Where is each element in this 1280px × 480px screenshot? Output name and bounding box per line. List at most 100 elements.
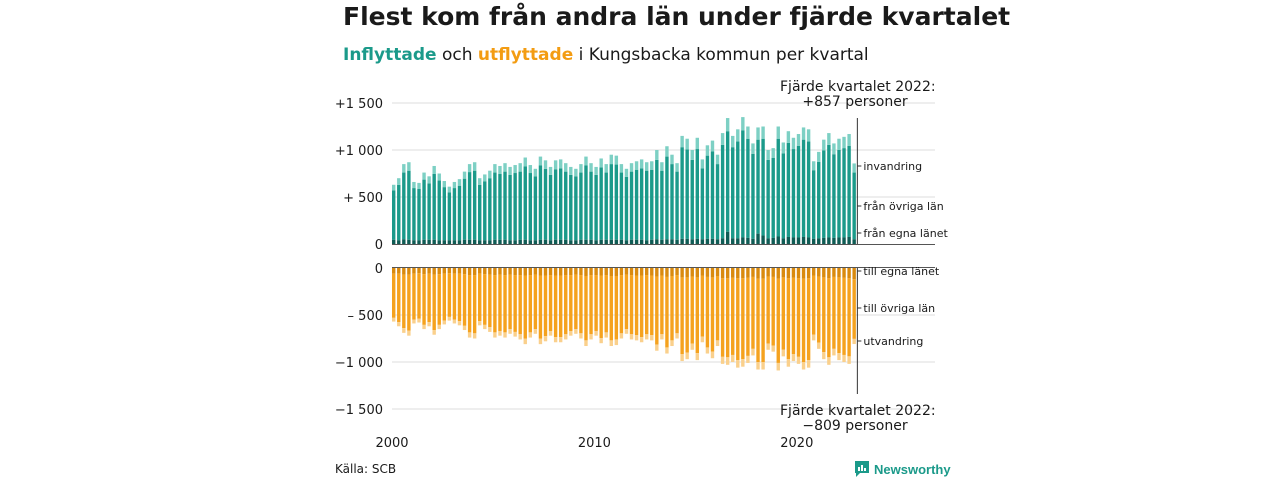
bar-inflow-own-county	[392, 239, 396, 244]
bar-outflow-other-county	[513, 275, 517, 332]
bar-inflow-immigration	[402, 164, 406, 173]
bar-outflow-emigration	[543, 336, 548, 342]
bar-inflow-own-county	[558, 239, 563, 244]
bar-outflow-own-county	[655, 268, 659, 277]
bar-inflow-own-county	[645, 240, 649, 244]
bar-outflow-emigration	[720, 356, 725, 364]
bar-outflow-emigration	[786, 359, 791, 367]
bar-inflow-own-county	[847, 236, 851, 244]
bar-outflow-emigration	[842, 354, 846, 362]
bar-outflow-other-county	[746, 277, 750, 356]
bar-inflow-own-county	[488, 240, 492, 244]
bar-inflow-own-county	[811, 238, 816, 244]
bar-outflow-other-county	[832, 276, 836, 349]
bar-inflow-immigration	[766, 150, 770, 160]
annotation-top-line1: Fjärde kvartalet 2022:	[780, 79, 936, 95]
bar-outflow-own-county	[700, 268, 705, 276]
bar-inflow-immigration	[543, 160, 548, 169]
bar-outflow-emigration	[822, 352, 826, 360]
bar-inflow-other-county	[569, 174, 573, 241]
bar-inflow-own-county	[710, 238, 715, 244]
bar-outflow-other-county	[407, 274, 411, 331]
bar-inflow-own-county	[483, 240, 487, 244]
bar-outflow-emigration	[670, 340, 674, 347]
bar-outflow-emigration	[498, 330, 502, 336]
bar-inflow-other-county	[781, 153, 786, 239]
bar-inflow-own-county	[629, 239, 634, 244]
bar-outflow-emigration	[665, 347, 669, 354]
bar-inflow-own-county	[801, 236, 806, 244]
bar-outflow-other-county	[670, 275, 674, 341]
bar-inflow-other-county	[660, 170, 664, 240]
bar-inflow-immigration	[523, 157, 527, 167]
bar-inflow-immigration	[589, 163, 593, 172]
bar-outflow-emigration	[402, 328, 406, 333]
bar-inflow-own-county	[852, 239, 856, 244]
bar-outflow-other-county	[731, 277, 735, 355]
bar-outflow-emigration	[634, 335, 639, 341]
bar-outflow-own-county	[604, 268, 608, 276]
bar-inflow-own-county	[538, 239, 543, 244]
y-tick-label: −1 500	[335, 403, 383, 418]
bar-outflow-own-county	[801, 268, 806, 279]
subtitle-rest: i Kungsbacka kommun per kvartal	[573, 45, 869, 65]
bar-outflow-own-county	[483, 268, 487, 275]
bar-inflow-immigration	[801, 127, 806, 140]
bar-outflow-emigration	[736, 360, 740, 368]
bar-inflow-other-county	[645, 170, 649, 241]
bar-outflow-emigration	[548, 330, 553, 336]
bar-outflow-emigration	[508, 329, 512, 334]
bar-inflow-immigration	[781, 142, 786, 154]
bar-inflow-own-county	[695, 238, 699, 244]
bar-outflow-other-county	[447, 273, 452, 317]
bar-inflow-immigration	[614, 155, 619, 165]
bar-inflow-immigration	[548, 166, 553, 175]
bar-inflow-immigration	[827, 133, 831, 145]
bar-inflow-immigration	[660, 162, 664, 171]
bar-inflow-own-county	[776, 236, 780, 244]
bar-inflow-other-county	[614, 164, 619, 240]
bar-inflow-other-county	[407, 170, 411, 240]
bar-outflow-emigration	[417, 318, 421, 323]
bar-outflow-emigration	[604, 332, 608, 338]
label-till-ovriga-lan: till övriga län	[863, 302, 935, 315]
bar-inflow-immigration	[817, 151, 821, 162]
bar-inflow-own-county	[407, 239, 411, 244]
bar-outflow-own-county	[528, 268, 533, 276]
bar-outflow-other-county	[392, 273, 396, 318]
bar-outflow-emigration	[715, 340, 720, 347]
bar-outflow-other-county	[629, 275, 634, 335]
bar-outflow-emigration	[447, 316, 452, 321]
bar-inflow-own-county	[594, 240, 598, 244]
bar-inflow-immigration	[842, 136, 846, 149]
bar-inflow-other-county	[685, 149, 689, 239]
bar-inflow-own-county	[599, 239, 603, 244]
bar-outflow-emigration	[796, 356, 801, 364]
bar-inflow-own-county	[437, 240, 441, 244]
bar-inflow-other-county	[452, 188, 457, 241]
bar-inflow-other-county	[447, 192, 452, 241]
bar-outflow-other-county	[639, 275, 644, 338]
bar-inflow-immigration	[407, 162, 411, 171]
bar-inflow-immigration	[645, 162, 649, 171]
bar-outflow-own-county	[402, 268, 406, 275]
bar-inflow-immigration	[503, 163, 507, 172]
bar-outflow-other-county	[614, 275, 619, 340]
bar-inflow-own-county	[650, 239, 654, 244]
bar-outflow-other-county	[741, 278, 745, 360]
bar-outflow-emigration	[685, 352, 689, 360]
bar-inflow-other-county	[670, 164, 674, 240]
bar-inflow-other-county	[442, 187, 446, 241]
bar-inflow-own-county	[609, 239, 613, 244]
bar-outflow-own-county	[548, 268, 553, 276]
bar-inflow-other-county	[417, 189, 421, 241]
bar-inflow-immigration	[796, 134, 801, 146]
bar-inflow-immigration	[761, 126, 765, 139]
bar-inflow-immigration	[553, 160, 558, 170]
bar-outflow-emigration	[407, 330, 411, 336]
bar-inflow-own-county	[472, 239, 477, 244]
bar-inflow-own-county	[427, 239, 431, 244]
bar-inflow-other-county	[483, 181, 487, 241]
bar-inflow-other-county	[427, 183, 431, 240]
